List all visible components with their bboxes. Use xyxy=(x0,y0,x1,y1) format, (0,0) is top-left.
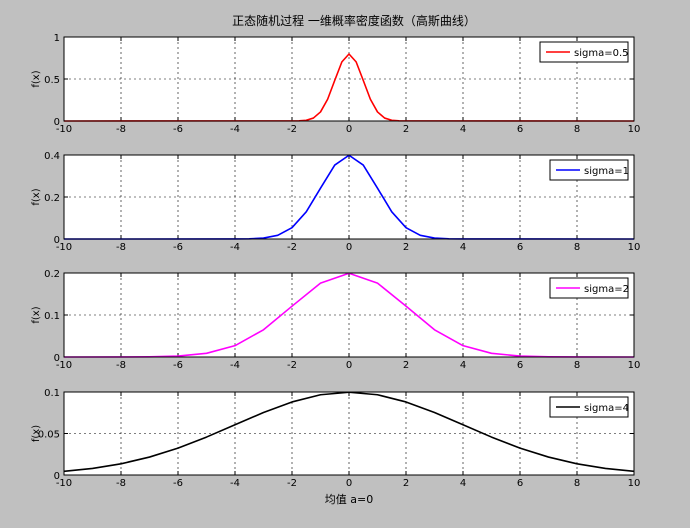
y-tick-label: 0 xyxy=(54,353,60,364)
x-tick-label: 0 xyxy=(346,242,352,253)
y-tick-label: 0.1 xyxy=(44,311,60,322)
legend: sigma=0.5 xyxy=(539,41,629,63)
series-line xyxy=(63,53,635,122)
y-tick-label: 0.1 xyxy=(44,388,60,399)
x-tick-label: -2 xyxy=(287,478,297,489)
legend-entry: sigma=4 xyxy=(584,403,629,414)
x-tick-label: 2 xyxy=(403,242,409,253)
figure-title: 正态随机过程 一维概率密度函数（高斯曲线） xyxy=(232,13,476,28)
legend-entry: sigma=1 xyxy=(584,166,629,177)
x-tick-label: -2 xyxy=(287,360,297,371)
subplot-2: -10 -8 -6 -4 -2 0 2 4 6 8 10 0 0.2 0.4 f(x) sigma=1 xyxy=(31,151,640,253)
x-tick-label: 4 xyxy=(460,242,466,253)
x-tick-label: 8 xyxy=(574,478,580,489)
x-tick-label: 8 xyxy=(574,360,580,371)
legend: sigma=4 xyxy=(549,396,629,418)
x-tick-label: 4 xyxy=(460,124,466,135)
x-tick-label: -2 xyxy=(287,242,297,253)
axes-frame xyxy=(63,272,635,358)
x-tick-label: 10 xyxy=(628,478,641,489)
x-tick-label: -10 xyxy=(56,124,72,135)
x-tick-label: -10 xyxy=(56,360,72,371)
x-tick-label: 6 xyxy=(517,478,523,489)
x-tick-label: 8 xyxy=(574,124,580,135)
axes-frame xyxy=(63,154,635,240)
y-tick-label: 0.5 xyxy=(44,75,60,86)
x-tick-label: -6 xyxy=(173,124,183,135)
x-tick-label: 0 xyxy=(346,360,352,371)
legend-box xyxy=(549,159,629,181)
y-axis-label: f(x) xyxy=(31,70,42,87)
legend-box xyxy=(549,396,629,418)
axes-frame xyxy=(63,391,635,476)
x-tick-label: 2 xyxy=(403,360,409,371)
y-tick-label: 0.4 xyxy=(44,151,60,162)
x-tick-label: 6 xyxy=(517,360,523,371)
y-axis-label: f(x) xyxy=(31,425,42,442)
subplot-3: -10 -8 -6 -4 -2 0 2 4 6 8 10 0 0.1 0.2 f(x) sigma=2 xyxy=(31,269,640,371)
x-tick-label: -4 xyxy=(230,242,240,253)
x-tick-label: 4 xyxy=(460,360,466,371)
y-tick-label: 0.05 xyxy=(38,430,60,441)
x-tick-label: -6 xyxy=(173,478,183,489)
x-tick-label: 2 xyxy=(403,124,409,135)
x-tick-label: -8 xyxy=(116,242,126,253)
x-tick-label: -6 xyxy=(173,242,183,253)
legend-box xyxy=(549,277,629,299)
x-tick-label: -4 xyxy=(230,478,240,489)
y-tick-label: 1 xyxy=(54,33,60,44)
x-tick-label: 6 xyxy=(517,242,523,253)
x-tick-label: -10 xyxy=(56,478,72,489)
legend: sigma=1 xyxy=(549,159,629,181)
y-tick-label: 0 xyxy=(54,235,60,246)
legend: sigma=2 xyxy=(549,277,629,299)
y-tick-label: 0 xyxy=(54,471,60,482)
subplot-4: -10 -8 -6 -4 -2 0 2 4 6 8 10 0 0.05 0.1 f(x) sigma=4 xyxy=(31,388,640,489)
x-axis-label: 均值 a=0 xyxy=(325,493,373,506)
x-tick-label: 8 xyxy=(574,242,580,253)
y-tick-label: 0.2 xyxy=(44,269,60,280)
y-axis-label: f(x) xyxy=(31,306,42,323)
x-tick-label: 2 xyxy=(403,478,409,489)
x-tick-label: 4 xyxy=(460,478,466,489)
legend-box xyxy=(539,41,629,63)
x-tick-label: 0 xyxy=(346,478,352,489)
x-tick-label: -8 xyxy=(116,360,126,371)
x-tick-label: 6 xyxy=(517,124,523,135)
x-tick-label: -2 xyxy=(287,124,297,135)
legend-entry: sigma=2 xyxy=(584,284,629,295)
x-tick-label: 10 xyxy=(628,242,641,253)
x-tick-label: -10 xyxy=(56,242,72,253)
x-tick-label: 0 xyxy=(346,124,352,135)
legend-entry: sigma=0.5 xyxy=(574,48,629,59)
x-tick-label: -6 xyxy=(173,360,183,371)
y-tick-label: 0 xyxy=(54,117,60,128)
x-tick-label: 10 xyxy=(628,360,641,371)
x-tick-label: 10 xyxy=(628,124,641,135)
x-tick-label: -8 xyxy=(116,124,126,135)
x-tick-label: -8 xyxy=(116,478,126,489)
subplot-stack: -10 -8 -6 -4 -2 0 2 4 6 8 1000.51f(x)sigma=0.5-10-… xyxy=(31,33,640,489)
x-tick-label: -4 xyxy=(230,360,240,371)
x-tick-label: -4 xyxy=(230,124,240,135)
y-axis-label: f(x) xyxy=(31,188,42,205)
y-tick-label: 0.2 xyxy=(44,193,60,204)
axes-frame xyxy=(63,36,635,122)
subplot-1: -10 -8 -6 -4 -2 0 2 4 6 8 10 0 0.5 1 f(x) sigma=0.5 xyxy=(31,33,640,135)
